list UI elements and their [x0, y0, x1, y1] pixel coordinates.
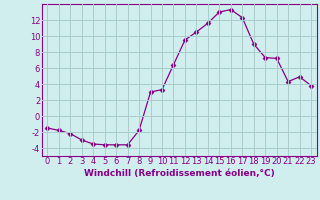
X-axis label: Windchill (Refroidissement éolien,°C): Windchill (Refroidissement éolien,°C)	[84, 169, 275, 178]
